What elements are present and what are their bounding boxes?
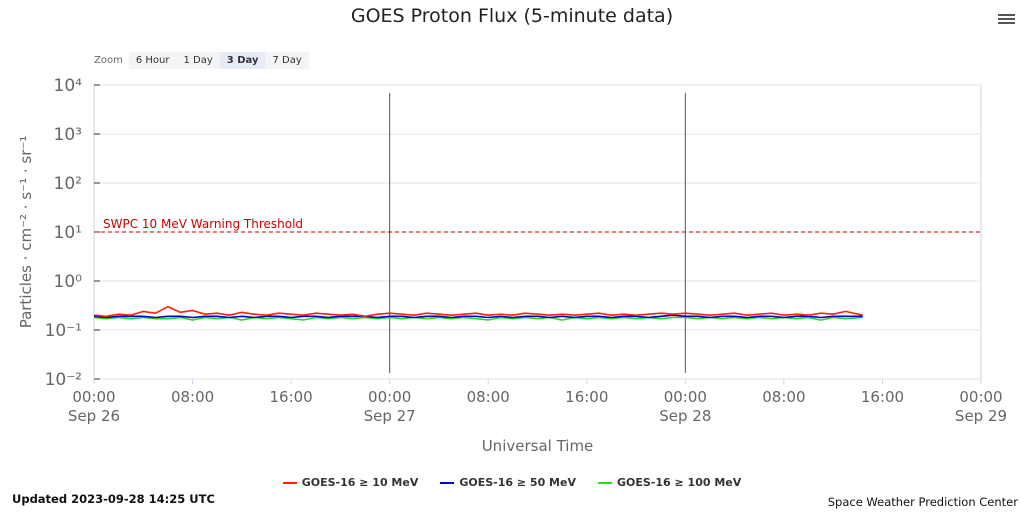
y-tick-label: 10² — [54, 174, 82, 194]
x-tick-date: Sep 28 — [659, 407, 711, 425]
x-tick-label: 08:00 — [762, 388, 805, 406]
legend-label: GOES-16 ≥ 50 MeV — [459, 476, 576, 489]
zoom-6hour-button[interactable]: 6 Hour — [128, 52, 177, 69]
x-tick-label: 08:00 — [467, 388, 510, 406]
hamburger-icon[interactable] — [998, 12, 1015, 26]
y-tick-label: 10¹ — [54, 223, 82, 243]
x-tick-date: Sep 26 — [68, 407, 120, 425]
x-tick-label: 00:00 — [959, 388, 1002, 406]
legend-label: GOES-16 ≥ 100 MeV — [616, 476, 742, 489]
zoom-label: Zoom — [94, 55, 123, 66]
x-tick-label: 16:00 — [565, 388, 608, 406]
zoom-7day-button[interactable]: 7 Day — [265, 52, 309, 69]
x-tick-label: 16:00 — [269, 388, 312, 406]
series-line — [93, 314, 863, 319]
y-tick-label: 10⁻¹ — [45, 321, 82, 341]
x-tick-label: 08:00 — [171, 388, 214, 406]
legend-item-100mev[interactable]: GOES-16 ≥ 100 MeV — [597, 476, 742, 489]
x-tick-label: 00:00 — [664, 388, 707, 406]
legend-label: GOES-16 ≥ 10 MeV — [301, 476, 419, 489]
zoom-3day-button[interactable]: 3 Day — [219, 52, 266, 69]
series-line — [93, 316, 863, 321]
updated-timestamp: Updated 2023-09-28 14:25 UTC — [12, 492, 215, 506]
x-tick-label: 00:00 — [72, 388, 115, 406]
credit: Space Weather Prediction Center — [827, 495, 1018, 509]
x-axis-title: Universal Time — [482, 437, 594, 455]
series-line — [93, 305, 863, 318]
x-tick-label: 00:00 — [368, 388, 411, 406]
legend-item-50mev[interactable]: GOES-16 ≥ 50 MeV — [440, 476, 576, 489]
zoom-1day-button[interactable]: 1 Day — [176, 52, 220, 69]
x-tick-date: Sep 29 — [955, 407, 1007, 425]
threshold-label: SWPC 10 MeV Warning Threshold — [103, 217, 303, 231]
x-tick-label: 16:00 — [861, 388, 904, 406]
y-tick-label: 10⁴ — [54, 76, 83, 96]
y-tick-label: 10³ — [54, 125, 82, 145]
x-tick-date: Sep 27 — [364, 407, 416, 425]
y-tick-label: 10⁻² — [45, 370, 82, 390]
y-axis-title: Particles · cm⁻² · s⁻¹ · sr⁻¹ — [17, 136, 35, 329]
zoom-controls: Zoom 6 Hour 1 Day 3 Day 7 Day — [94, 52, 309, 69]
legend-item-10mev[interactable]: GOES-16 ≥ 10 MeV — [282, 476, 419, 489]
y-tick-label: 10⁰ — [54, 272, 83, 292]
legend: GOES-16 ≥ 10 MeV GOES-16 ≥ 50 MeV GOES-1… — [0, 476, 1024, 489]
chart-title: GOES Proton Flux (5-minute data) — [350, 5, 674, 27]
